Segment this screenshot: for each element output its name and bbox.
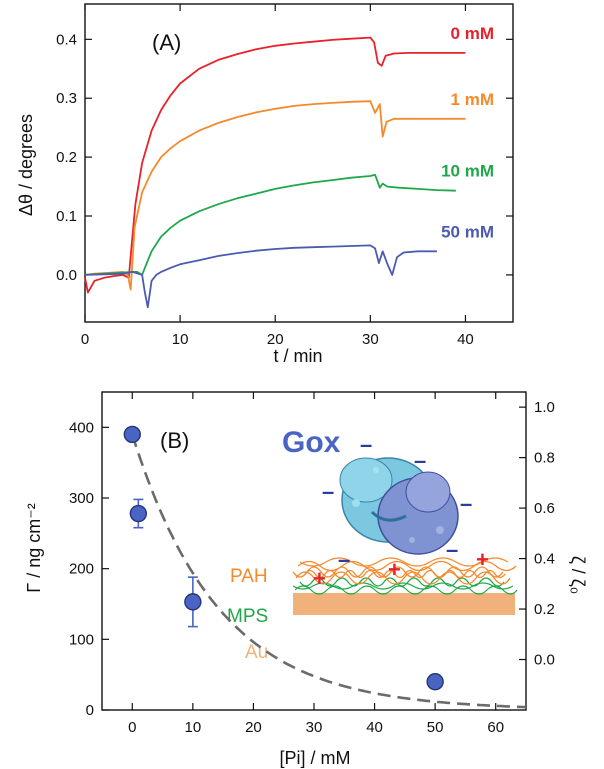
y-right-tick-label: 0.0 bbox=[534, 652, 555, 669]
x-tick-label: 50 bbox=[427, 719, 444, 736]
x-tick-label: 40 bbox=[457, 331, 474, 348]
series-label: 0 mM bbox=[451, 24, 494, 43]
series-line bbox=[84, 100, 466, 291]
negative-charge: – bbox=[360, 432, 372, 457]
x-tick-label: 30 bbox=[362, 331, 379, 348]
surface-schematic: Gox PAH MPS Au – – – – – – + + + bbox=[227, 426, 518, 663]
series-line bbox=[84, 244, 437, 309]
data-point bbox=[184, 593, 202, 611]
x-tick-label: 10 bbox=[185, 719, 202, 736]
negative-charge: – bbox=[322, 479, 334, 504]
data-point bbox=[123, 425, 141, 444]
panel-b-ylabel-right: ζ / ζ₀ bbox=[568, 556, 588, 594]
au-label: Au bbox=[245, 642, 268, 663]
mps-layer bbox=[292, 577, 518, 595]
y-tick-label: 0.0 bbox=[56, 267, 77, 284]
negative-charge: – bbox=[460, 491, 472, 516]
pah-layer bbox=[292, 557, 517, 585]
fit-curve bbox=[131, 434, 527, 709]
x-tick-label: 10 bbox=[172, 331, 189, 348]
y-right-tick-label: 0.4 bbox=[534, 551, 555, 568]
series-line bbox=[84, 173, 456, 276]
panel-a-ylabel: Δθ / degrees bbox=[16, 114, 36, 216]
panel-a-chart: 0 10 20 30 40 0.0 0.1 0.2 0.3 0.4 0 mM 1 mM 10 mM 50… bbox=[16, 3, 514, 366]
panel-a-xlabel: t / min bbox=[273, 346, 322, 366]
y-tick-label: 300 bbox=[69, 490, 94, 507]
series-line bbox=[84, 36, 466, 294]
positive-charge: + bbox=[388, 557, 401, 582]
negative-charge: – bbox=[338, 547, 350, 572]
mps-label: MPS bbox=[227, 606, 268, 627]
panel-b-label: (B) bbox=[160, 428, 189, 453]
x-tick-label: 0 bbox=[81, 331, 89, 348]
positive-charge: + bbox=[476, 547, 489, 572]
panel-b-chart: 0 10 20 30 40 50 60 0 100 200 300 400 0.0 0.2 0.4 0.6 0.… bbox=[24, 391, 588, 768]
au-layer bbox=[293, 593, 515, 615]
y-tick-label: 100 bbox=[69, 631, 94, 648]
y-right-tick-label: 0.2 bbox=[534, 601, 555, 618]
positive-charge: + bbox=[313, 566, 326, 591]
negative-charge: – bbox=[446, 537, 458, 562]
data-point bbox=[426, 673, 444, 691]
series-label: 10 mM bbox=[441, 162, 494, 181]
x-tick-label: 20 bbox=[245, 719, 262, 736]
y-tick-label: 0.4 bbox=[56, 31, 77, 48]
pah-label: PAH bbox=[230, 566, 268, 587]
negative-charge: – bbox=[414, 448, 426, 473]
y-tick-label: 400 bbox=[69, 419, 94, 436]
y-tick-label: 200 bbox=[69, 561, 94, 578]
y-right-tick-label: 1.0 bbox=[534, 399, 555, 416]
panel-b-ylabel: Γ / ng cm⁻² bbox=[24, 503, 44, 592]
data-point bbox=[129, 504, 148, 523]
y-tick-label: 0.3 bbox=[56, 90, 77, 107]
charge-markers: – – – – – – + + + bbox=[313, 432, 489, 591]
x-tick-label: 0 bbox=[128, 719, 136, 736]
x-tick-label: 60 bbox=[487, 719, 504, 736]
y-tick-label: 0.1 bbox=[56, 208, 77, 225]
y-tick-label: 0.2 bbox=[56, 149, 77, 166]
panel-a-frame bbox=[84, 3, 514, 323]
panel-b-xlabel: [Pi] / mM bbox=[280, 748, 351, 768]
y-right-tick-label: 0.8 bbox=[534, 450, 555, 467]
gox-protein-icon bbox=[339, 457, 459, 555]
y-tick-label: 0 bbox=[86, 702, 94, 719]
panel-a-label: (A) bbox=[152, 30, 181, 55]
series-label: 1 mM bbox=[451, 90, 494, 109]
x-tick-label: 40 bbox=[366, 719, 383, 736]
x-tick-label: 20 bbox=[267, 331, 284, 348]
series-label: 50 mM bbox=[441, 222, 494, 241]
y-right-tick-label: 0.6 bbox=[534, 500, 555, 517]
gox-label: Gox bbox=[282, 426, 341, 459]
x-tick-label: 30 bbox=[306, 719, 323, 736]
